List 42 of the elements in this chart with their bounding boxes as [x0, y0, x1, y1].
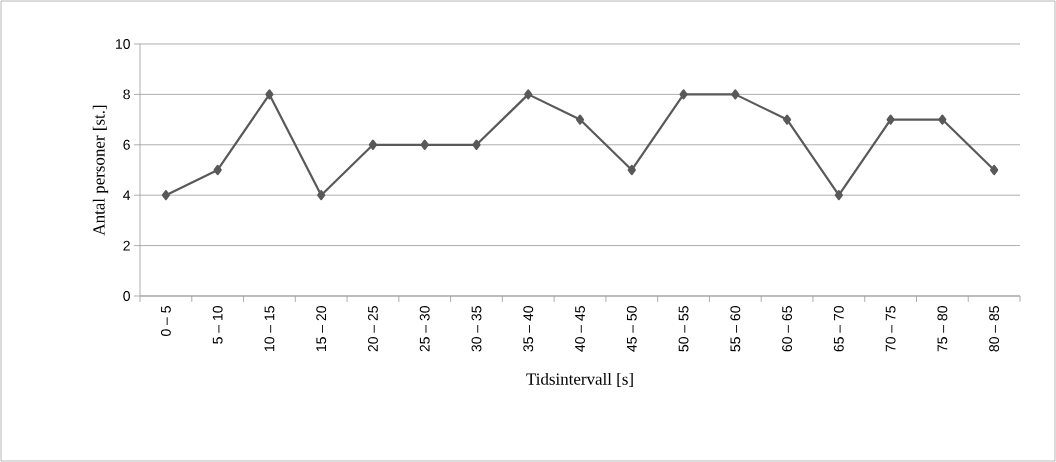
x-tick-label: 20 – 25 [368, 306, 378, 352]
point [161, 190, 170, 201]
point [834, 190, 843, 201]
x-tick-label: 50 – 55 [678, 306, 689, 352]
y-tick-label: 4 [123, 190, 131, 200]
x-tick-label: 5 – 10 [212, 306, 223, 344]
point [265, 89, 274, 100]
x-tick-label: 55 – 60 [730, 306, 741, 352]
point [317, 190, 326, 201]
point [679, 89, 688, 100]
point [782, 114, 792, 125]
point [524, 89, 533, 100]
point [368, 139, 378, 150]
y-tick-label: 6 [123, 139, 130, 150]
x-tick-label: 30 – 35 [471, 306, 482, 352]
point [420, 139, 429, 150]
x-tick-label: 45 – 50 [626, 306, 637, 352]
x-tick-label: 10 – 15 [264, 306, 275, 351]
x-axis-title: Tidsintervall [s] [526, 372, 633, 387]
x-tick-label: 40 – 45 [575, 306, 585, 352]
x-tick-label: 15 – 20 [316, 306, 327, 351]
y-tick-label: 0 [123, 291, 130, 301]
point [886, 114, 895, 125]
x-tick-label: 25 – 30 [419, 306, 430, 352]
x-tick-label: 75 – 80 [937, 306, 948, 352]
point [731, 89, 740, 100]
x-tick-label: 80 – 85 [989, 306, 1000, 352]
x-tick-label: 0 – 5 [160, 306, 171, 336]
point [575, 114, 585, 125]
point [990, 164, 999, 176]
x-tick-label: 70 – 75 [885, 306, 896, 352]
x-tick-label: 35 – 40 [523, 306, 534, 352]
y-tick-label: 2 [123, 240, 130, 251]
point [627, 164, 636, 176]
point [472, 139, 481, 150]
point [213, 164, 222, 176]
y-tick-label: 8 [123, 89, 130, 100]
y-tick-label: 10 [116, 39, 130, 49]
point [938, 114, 947, 125]
y-axis-title: Antal personer [st.] [92, 105, 109, 236]
x-tick-label: 65 – 70 [833, 306, 844, 352]
x-tick-label: 60 – 65 [782, 306, 793, 352]
